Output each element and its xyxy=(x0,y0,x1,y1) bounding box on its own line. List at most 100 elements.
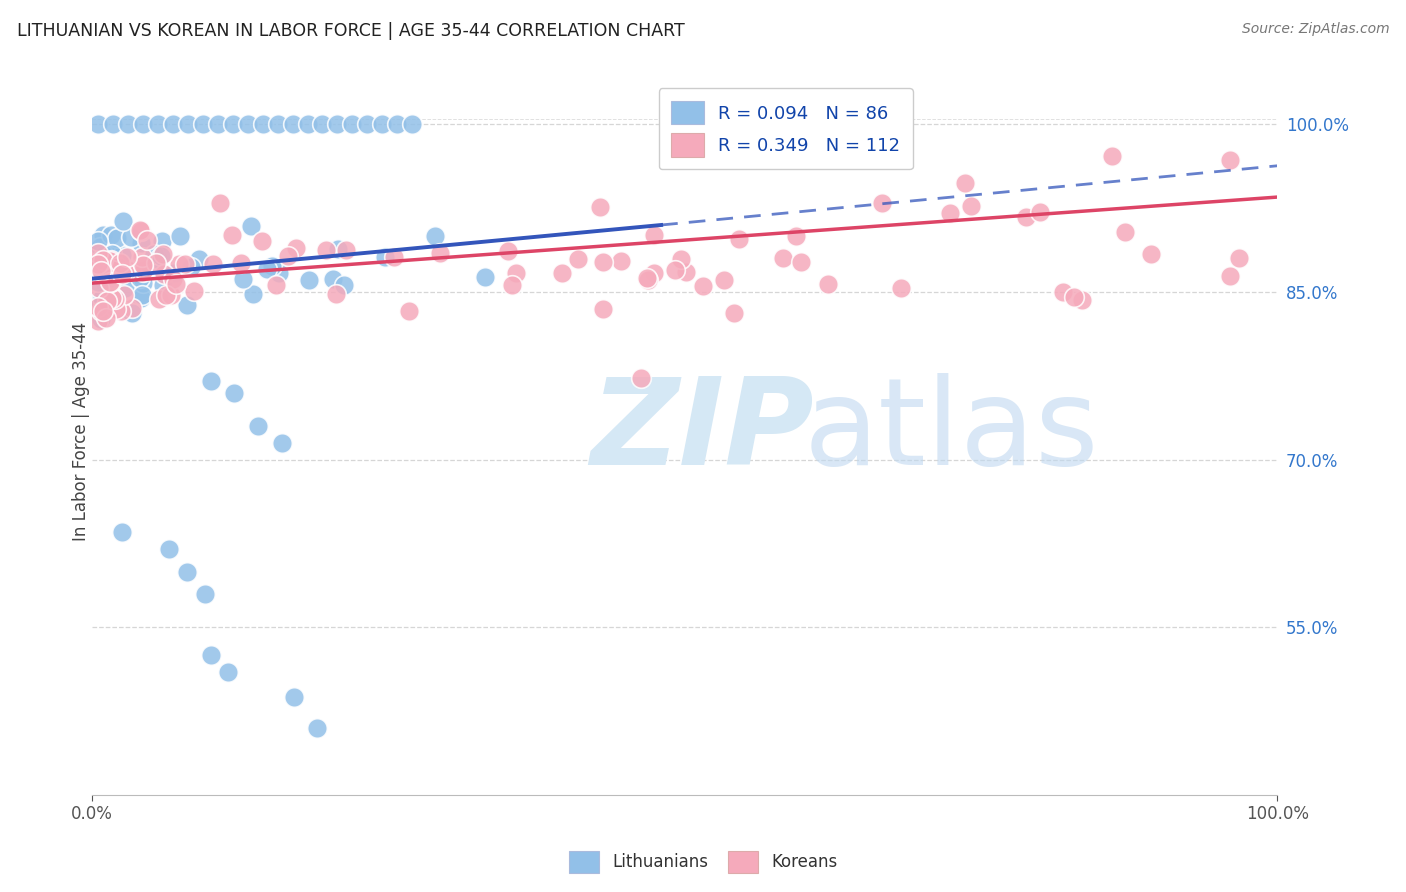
Point xyxy=(146,117,169,131)
Point xyxy=(132,265,155,279)
Point xyxy=(101,290,124,304)
Point xyxy=(142,247,165,261)
Point xyxy=(89,240,111,254)
Point xyxy=(87,301,110,315)
Point xyxy=(307,721,329,735)
Point xyxy=(157,542,180,557)
Point xyxy=(713,273,735,287)
Point xyxy=(100,252,122,267)
Point xyxy=(100,247,122,261)
Point xyxy=(96,294,118,309)
Point xyxy=(112,214,135,228)
Point xyxy=(176,565,198,579)
Point xyxy=(630,371,652,385)
Point xyxy=(890,281,912,295)
Point xyxy=(872,196,894,211)
Point xyxy=(167,257,190,271)
Point xyxy=(728,232,751,246)
Point xyxy=(132,258,155,272)
Point xyxy=(91,227,114,242)
Point xyxy=(100,275,122,289)
Point xyxy=(1114,225,1136,239)
Point xyxy=(87,256,110,270)
Point xyxy=(152,247,174,261)
Point xyxy=(87,260,110,275)
Point xyxy=(277,249,299,263)
Point xyxy=(155,288,177,302)
Point xyxy=(100,247,122,261)
Point xyxy=(91,304,114,318)
Point xyxy=(160,288,183,302)
Point xyxy=(297,273,319,287)
Point xyxy=(401,117,423,131)
Point xyxy=(146,252,169,267)
Point xyxy=(100,268,122,282)
Point xyxy=(114,280,136,294)
Legend: Lithuanians, Koreans: Lithuanians, Koreans xyxy=(562,845,844,880)
Point xyxy=(200,375,222,389)
Point xyxy=(163,266,186,280)
Point xyxy=(162,117,184,131)
Point xyxy=(91,291,114,305)
Point xyxy=(643,266,665,280)
Point xyxy=(91,253,114,268)
Point xyxy=(112,288,135,302)
Point xyxy=(152,234,174,248)
Point xyxy=(356,117,378,131)
Point xyxy=(194,587,217,601)
Point xyxy=(266,117,288,131)
Point xyxy=(325,286,347,301)
Point xyxy=(207,117,229,131)
Point xyxy=(108,256,131,270)
Point xyxy=(121,306,143,320)
Point xyxy=(247,419,270,434)
Point xyxy=(149,249,172,263)
Point xyxy=(162,272,184,286)
Point xyxy=(152,278,174,293)
Point xyxy=(387,117,409,131)
Point xyxy=(1063,290,1085,304)
Point xyxy=(120,230,142,244)
Point xyxy=(183,285,205,299)
Point xyxy=(1029,204,1052,219)
Text: Source: ZipAtlas.com: Source: ZipAtlas.com xyxy=(1241,22,1389,37)
Point xyxy=(87,275,110,289)
Point xyxy=(374,250,396,264)
Point xyxy=(101,117,124,131)
Point xyxy=(252,117,274,131)
Point xyxy=(1219,269,1241,284)
Point xyxy=(165,277,187,291)
Text: ZIP: ZIP xyxy=(591,373,814,491)
Point xyxy=(129,224,152,238)
Point xyxy=(953,176,976,190)
Point xyxy=(1101,149,1123,163)
Point xyxy=(264,277,287,292)
Point xyxy=(115,250,138,264)
Point xyxy=(224,385,246,400)
Point xyxy=(592,302,614,317)
Point xyxy=(105,231,128,245)
Point xyxy=(589,200,612,214)
Point xyxy=(429,246,451,260)
Point xyxy=(250,234,273,248)
Point xyxy=(90,252,112,266)
Point xyxy=(87,280,110,294)
Point xyxy=(382,250,405,264)
Point xyxy=(592,255,614,269)
Point xyxy=(1070,293,1092,307)
Point xyxy=(267,266,290,280)
Point xyxy=(100,262,122,277)
Point xyxy=(176,298,198,312)
Point xyxy=(107,260,129,275)
Point xyxy=(256,262,278,277)
Point xyxy=(105,258,128,272)
Point xyxy=(315,244,337,258)
Point xyxy=(790,254,813,268)
Point xyxy=(643,227,665,242)
Point xyxy=(322,272,344,286)
Point xyxy=(423,229,446,244)
Point xyxy=(131,288,153,302)
Point xyxy=(129,223,152,237)
Point xyxy=(236,117,259,131)
Point xyxy=(188,252,211,266)
